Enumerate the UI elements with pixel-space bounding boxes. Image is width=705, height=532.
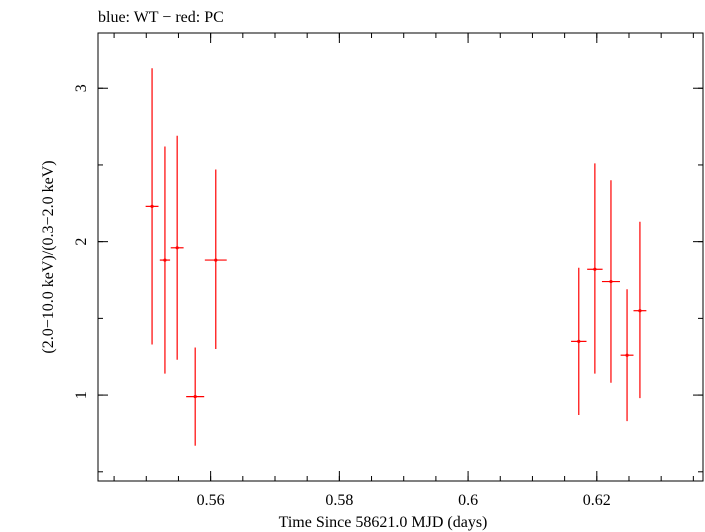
axis-ticks xyxy=(98,33,703,481)
x-tick-label: 0.58 xyxy=(325,492,353,509)
y-tick-label: 1 xyxy=(73,391,90,399)
x-axis-label: Time Since 58621.0 MJD (days) xyxy=(279,514,488,531)
point-marker xyxy=(175,246,179,250)
x-tick-labels: 0.56 0.58 0.6 0.62 xyxy=(197,492,611,509)
data-point xyxy=(159,146,171,374)
x-tick-label: 0.56 xyxy=(197,492,225,509)
point-marker xyxy=(593,267,597,271)
data-point xyxy=(633,221,647,399)
data-point xyxy=(620,289,634,422)
chart-title: blue: WT − red: PC xyxy=(98,9,224,26)
point-marker xyxy=(193,395,197,399)
data-point xyxy=(571,267,587,416)
data-point xyxy=(170,135,184,360)
data-point xyxy=(601,180,620,383)
x-tick-label: 0.62 xyxy=(583,492,611,509)
y-tick-label: 3 xyxy=(73,84,90,92)
point-marker xyxy=(609,279,613,284)
x-tick-label: 0.6 xyxy=(458,492,478,509)
plot-frame xyxy=(97,32,704,482)
y-tick-labels: 1 2 3 xyxy=(73,84,90,399)
data-points xyxy=(145,68,647,446)
y-tick-label: 2 xyxy=(73,238,90,246)
y-axis-label: (2.0−10.0 keV)/(0.3−2.0 keV) xyxy=(40,160,57,353)
point-marker xyxy=(150,204,154,208)
point-marker xyxy=(214,258,218,262)
data-point xyxy=(587,163,603,374)
point-marker xyxy=(577,339,581,343)
data-point xyxy=(186,347,205,446)
data-point xyxy=(204,169,227,350)
point-marker xyxy=(638,309,642,313)
data-point xyxy=(145,68,159,345)
point-marker xyxy=(625,353,629,357)
point-marker xyxy=(163,258,167,262)
